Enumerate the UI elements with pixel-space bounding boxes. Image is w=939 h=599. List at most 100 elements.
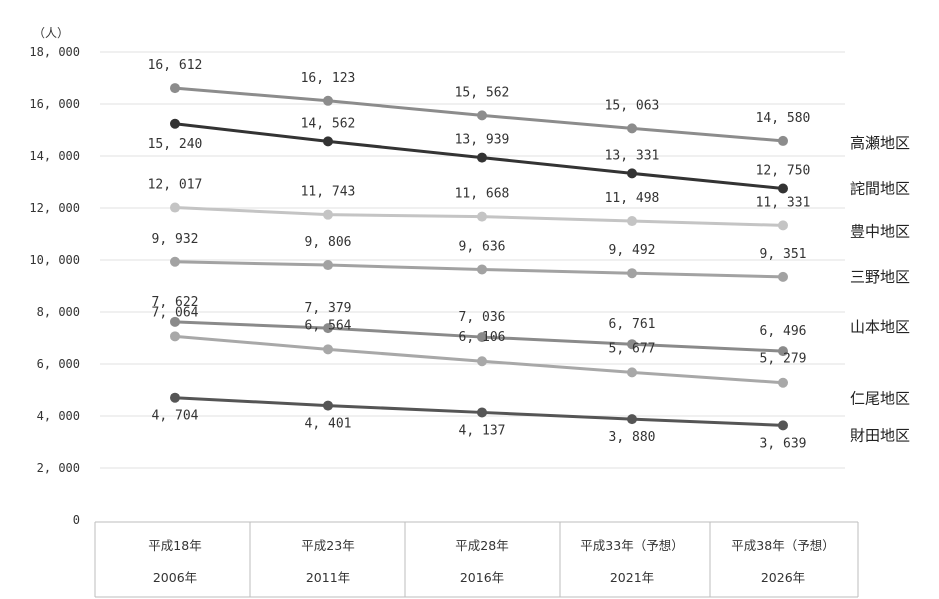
data-label: 9, 806 (305, 235, 352, 250)
data-point (323, 95, 333, 106)
data-point (778, 420, 788, 431)
data-point (170, 316, 180, 327)
x-category-year-label: 2021年 (610, 570, 654, 585)
data-point (627, 367, 637, 378)
x-category-label: 平成23年 (301, 538, 354, 553)
y-tick-label: 10, 000 (29, 253, 80, 267)
y-tick-label: 6, 000 (37, 357, 80, 371)
series-name-label: 豊中地区 (850, 222, 910, 240)
data-label: 11, 668 (455, 187, 510, 202)
data-label: 14, 580 (756, 111, 811, 126)
data-label: 9, 351 (760, 247, 807, 262)
data-point (323, 209, 333, 220)
data-point (778, 377, 788, 388)
data-point (477, 264, 487, 275)
data-point (170, 256, 180, 267)
data-label: 13, 939 (455, 133, 510, 148)
data-point (477, 332, 487, 343)
data-label: 6, 106 (459, 330, 506, 345)
data-point (170, 202, 180, 213)
data-label: 9, 636 (459, 239, 506, 254)
data-label: 15, 063 (605, 98, 660, 113)
data-label: 4, 704 (152, 409, 199, 424)
series-name-label: 三野地区 (850, 268, 910, 286)
data-point (323, 136, 333, 147)
series-name-label: 山本地区 (850, 318, 910, 336)
x-category-year-label: 2006年 (153, 570, 197, 585)
series-name-label: 財田地区 (850, 426, 910, 444)
data-point (323, 400, 333, 411)
data-label: 12, 017 (148, 178, 203, 193)
data-point (477, 211, 487, 222)
series-name-label: 仁尾地区 (850, 390, 910, 408)
data-label: 14, 562 (301, 116, 356, 131)
data-label: 13, 331 (605, 148, 660, 163)
data-label: 15, 240 (148, 137, 203, 152)
y-tick-label: 14, 000 (29, 149, 80, 163)
data-label: 7, 036 (459, 310, 506, 325)
data-point (323, 344, 333, 355)
data-label: 4, 401 (305, 417, 352, 432)
data-point (477, 152, 487, 163)
x-category-label: 平成38年（予想） (731, 538, 834, 553)
data-label: 11, 331 (756, 195, 811, 210)
data-point (778, 346, 788, 357)
data-point (477, 407, 487, 418)
y-tick-label: 16, 000 (29, 97, 80, 111)
x-category-year-label: 2011年 (306, 570, 350, 585)
data-label: 12, 750 (756, 164, 811, 179)
data-label: 3, 639 (760, 436, 807, 451)
data-point (170, 83, 180, 94)
x-category-year-label: 2016年 (460, 570, 504, 585)
data-point (477, 356, 487, 367)
data-label: 6, 496 (760, 324, 807, 339)
data-label: 5, 279 (760, 352, 807, 367)
data-label: 7, 379 (305, 301, 352, 316)
x-category-label: 平成33年（予想） (580, 538, 683, 553)
y-tick-label: 18, 000 (29, 45, 80, 59)
data-point (627, 123, 637, 134)
data-label: 9, 932 (152, 232, 199, 247)
data-label: 16, 123 (301, 71, 356, 86)
data-label: 6, 564 (305, 318, 352, 333)
data-point (627, 339, 637, 350)
y-tick-label: 12, 000 (29, 201, 80, 215)
y-tick-label: 2, 000 (37, 461, 80, 475)
data-point (778, 183, 788, 194)
data-label: 11, 743 (301, 185, 356, 200)
data-label: 11, 498 (605, 191, 660, 206)
data-point (778, 271, 788, 282)
data-label: 9, 492 (609, 243, 656, 258)
data-point (170, 331, 180, 342)
data-point (477, 110, 487, 121)
data-label: 4, 137 (459, 423, 506, 438)
x-category-label: 平成28年 (455, 538, 508, 553)
y-tick-label: 0 (73, 513, 80, 527)
y-tick-label: 4, 000 (37, 409, 80, 423)
data-point (627, 168, 637, 179)
series-name-label: 詫間地区 (850, 180, 910, 198)
data-label: 5, 677 (609, 341, 656, 356)
data-point (170, 392, 180, 403)
y-axis-unit-label: （人） (33, 26, 69, 40)
data-label: 16, 612 (148, 58, 203, 73)
series-name-label: 高瀬地区 (850, 134, 910, 152)
y-tick-label: 8, 000 (37, 305, 80, 319)
data-label: 7, 064 (152, 305, 199, 320)
data-label: 7, 622 (152, 295, 199, 310)
data-point (627, 268, 637, 279)
data-point (323, 260, 333, 271)
x-category-label: 平成18年 (148, 538, 201, 553)
data-point (323, 323, 333, 334)
data-point (627, 216, 637, 227)
data-label: 6, 761 (609, 317, 656, 332)
data-label: 3, 880 (609, 430, 656, 445)
x-category-year-label: 2026年 (761, 570, 805, 585)
data-point (778, 220, 788, 231)
data-label: 15, 562 (455, 85, 510, 100)
data-point (170, 118, 180, 129)
data-point (778, 135, 788, 146)
data-point (627, 414, 637, 425)
